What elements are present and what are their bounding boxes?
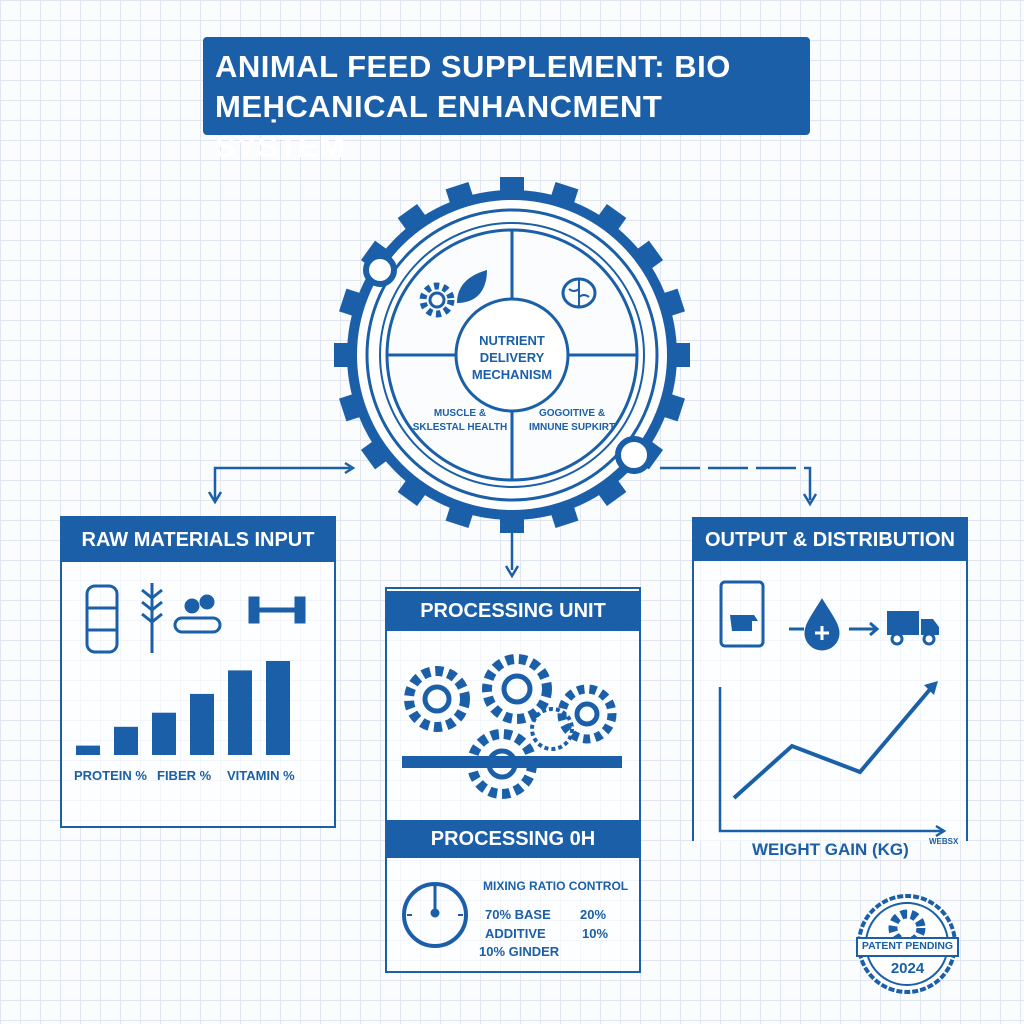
gear-icon (530, 707, 574, 751)
stamp-year: 2024 (890, 960, 925, 977)
brain-icon (561, 277, 597, 309)
arrow-icon (504, 565, 520, 579)
feed-bag-icon (719, 580, 765, 648)
x-axis-label: WEBSX (929, 837, 959, 846)
ratio-ginder: 10% GINDER (479, 944, 560, 959)
stamp-text: PATENT PENDING (861, 940, 954, 952)
bolt-icon (363, 253, 397, 287)
arrow-icon (207, 491, 223, 505)
processing-header: PROCESSING UNIT (387, 591, 639, 631)
arrow-icon (935, 824, 947, 838)
arrow-icon (344, 461, 356, 475)
conveyor-icon (173, 594, 222, 634)
silo-icon (85, 584, 119, 654)
nutrient-bar (266, 661, 290, 755)
output-panel: OUTPUT & DISTRIBUTION WEBSX (692, 517, 968, 846)
connector-left (213, 466, 350, 500)
weight-gain-label: WEIGHT GAIN (KG) (752, 840, 909, 859)
processing-panel: PROCESSING UNIT PROCESSING 0H MIXING RAT… (385, 587, 641, 973)
vitamin-label: VITAMIN % (227, 768, 295, 783)
title-line-2: MEḤCANICAL ENHANCMENT SYSTEM (215, 89, 663, 164)
core-label-line: DELIVERY (479, 350, 545, 365)
chart-axes (718, 687, 942, 833)
core-label-line: NUTRIENT (479, 333, 545, 348)
timer-icon (402, 882, 468, 948)
weight-trend-line (732, 685, 934, 800)
ratio-additive: ADDITIVE (485, 926, 546, 941)
fiber-label: FIBER % (157, 768, 212, 783)
ratio-base-value: 20% (580, 907, 607, 922)
truck-icon (887, 611, 939, 646)
label-line: SKLESTAL HEALTH (412, 422, 508, 433)
nutrient-bar (152, 712, 176, 755)
core-label: NUTRIENT DELIVERY MECHANISM (455, 332, 569, 383)
arrow-icon (849, 621, 880, 637)
ratio-additive-value: 10% (582, 926, 609, 941)
immune-label: GOGOITIVE & IMNUNE SUPKIRT (522, 407, 622, 435)
label-line: GOGOITIVE & (538, 408, 606, 419)
raw-materials-header: RAW MATERIALS INPUT (62, 518, 334, 562)
nutrient-bar (190, 693, 214, 755)
processing-sub-header: PROCESSING 0H (387, 820, 639, 858)
arrow-icon (924, 681, 938, 695)
protein-label: PROTEIN % (74, 768, 147, 783)
bolt-icon (615, 436, 653, 474)
core-label-line: MECHANISM (471, 367, 553, 382)
gear-icon (419, 282, 455, 318)
gear-icon (482, 654, 552, 724)
mixing-ratio-title: MIXING RATIO CONTROL (483, 879, 629, 893)
title-line-1: ANIMAL FEED SUPPLEMENT: BIO (215, 49, 731, 84)
drop-plus-icon (804, 598, 840, 651)
output-graphics (718, 580, 947, 838)
arrow-icon (802, 493, 818, 507)
leaf-icon (457, 270, 487, 303)
raw-materials-panel: RAW MATERIALS INPUT PROTEIN % FIBER % VI… (60, 516, 336, 828)
main-gear-icon (334, 177, 690, 533)
output-header: OUTPUT & DISTRIBUTION (694, 519, 966, 561)
raw-materials-graphics (76, 583, 306, 755)
dumbbell-icon (248, 596, 306, 624)
ratio-base: 70% BASE (485, 907, 551, 922)
nutrient-bar (76, 745, 100, 755)
label-line: IMNUNE SUPKIRT (528, 422, 616, 433)
gear-icon (404, 666, 470, 732)
stamp-graphics (856, 894, 959, 994)
nutrient-bar (228, 670, 252, 755)
label-line: MUSCLE & (433, 408, 487, 419)
patent-stamp: PATENT PENDING 2024 (855, 892, 960, 997)
nutrient-bar (114, 726, 138, 755)
processing-graphics (402, 654, 622, 799)
muscle-label: MUSCLE & SKLESTAL HEALTH (410, 407, 510, 435)
wheat-icon (141, 583, 163, 653)
timer-graphics (402, 882, 468, 948)
gear-icon (467, 729, 537, 799)
connector-right (660, 466, 812, 500)
title-banner: ANIMAL FEED SUPPLEMENT: BIO MEḤCANICAL E… (203, 37, 810, 164)
